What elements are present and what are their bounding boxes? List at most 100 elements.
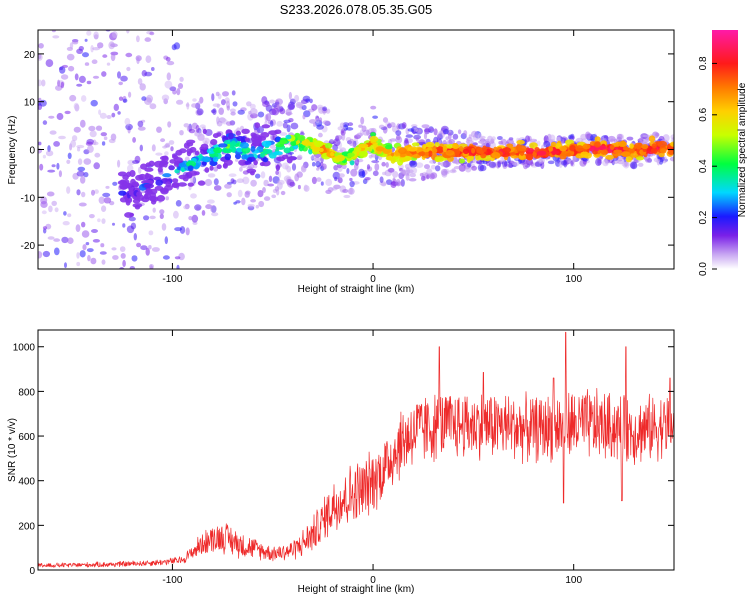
spectral-point xyxy=(107,280,111,286)
spectral-point xyxy=(415,137,420,142)
spectral-point xyxy=(212,156,219,162)
spectral-point xyxy=(600,149,608,155)
spectral-point xyxy=(516,139,525,145)
spectral-point xyxy=(207,173,216,178)
snr-x-ticks: -100 0 100 xyxy=(162,330,582,586)
spectral-point xyxy=(47,169,56,173)
spectral-point xyxy=(262,101,270,108)
spectral-point xyxy=(255,204,259,209)
spectral-point xyxy=(311,104,318,111)
spectral-point xyxy=(401,168,406,175)
spectral-point xyxy=(76,170,85,177)
spectral-point xyxy=(271,194,277,199)
spectral-point xyxy=(237,189,243,198)
spectral-point xyxy=(457,129,462,135)
spectral-point xyxy=(667,150,674,155)
spectral-point xyxy=(90,45,94,53)
snr-frame xyxy=(37,329,675,571)
spectral-point xyxy=(228,173,237,177)
spectral-point xyxy=(226,121,233,126)
spectral-point xyxy=(322,106,327,112)
spectral-point xyxy=(313,140,324,148)
spectral-point xyxy=(609,144,615,150)
spectral-point xyxy=(201,157,211,162)
spectral-point xyxy=(137,78,143,85)
spectral-point xyxy=(491,152,501,159)
spectral-point xyxy=(216,116,220,124)
spectral-point xyxy=(213,185,222,191)
spectral-point xyxy=(172,89,177,95)
spectral-point xyxy=(89,19,96,27)
spectral-point xyxy=(137,166,142,174)
spectral-point xyxy=(128,216,136,222)
spectrogram-y-ticks: -20 -10 0 10 20 xyxy=(21,50,674,252)
spectral-point xyxy=(196,108,204,116)
spectral-point xyxy=(135,174,144,181)
spectral-point xyxy=(434,142,440,147)
spectral-point xyxy=(622,146,629,151)
spectral-point xyxy=(117,171,127,177)
spectral-point xyxy=(102,54,108,58)
spectral-point xyxy=(50,8,55,13)
spectral-point xyxy=(63,211,67,216)
spectral-point xyxy=(117,159,121,168)
spectral-point xyxy=(452,133,459,140)
spectral-point xyxy=(67,152,72,159)
spectral-point xyxy=(132,137,137,143)
spectral-point xyxy=(621,151,630,158)
y-tick-label: -20 xyxy=(21,241,36,252)
spectral-point xyxy=(77,146,81,152)
spectral-point xyxy=(124,212,134,218)
spectral-point xyxy=(477,132,483,141)
spectral-point xyxy=(251,139,262,144)
spectral-point xyxy=(86,80,92,85)
spectral-point xyxy=(502,147,512,153)
spectral-point xyxy=(310,144,316,150)
spectral-point xyxy=(256,126,264,134)
spectral-point xyxy=(335,154,346,162)
spectral-point xyxy=(360,116,365,125)
spectral-point xyxy=(575,145,584,152)
spectral-point xyxy=(141,70,147,77)
spectral-point xyxy=(168,165,175,171)
spectral-point xyxy=(78,46,85,51)
spectral-point xyxy=(426,168,433,176)
spectral-point xyxy=(320,181,324,186)
spectral-point xyxy=(297,135,306,142)
spectral-point xyxy=(390,156,396,164)
spectral-point xyxy=(66,53,75,61)
spectral-point xyxy=(506,139,514,145)
spectral-point xyxy=(155,179,163,186)
spectral-point xyxy=(200,148,208,155)
spectral-point xyxy=(605,154,614,160)
spectral-point xyxy=(144,183,154,189)
spectral-point xyxy=(94,152,101,158)
spectral-point xyxy=(93,162,100,170)
spectral-point xyxy=(294,173,300,182)
spectral-point xyxy=(413,127,418,132)
colorbar-tick-label: 0.0 xyxy=(698,262,709,276)
spectral-point xyxy=(51,164,56,168)
spectral-point xyxy=(420,175,426,182)
spectral-point xyxy=(141,190,146,194)
spectral-point xyxy=(236,135,245,142)
spectral-point xyxy=(282,122,288,129)
spectral-point xyxy=(302,114,306,120)
spectral-point xyxy=(285,108,292,116)
spectral-point xyxy=(149,264,154,269)
spectral-point xyxy=(159,213,164,219)
spectral-point xyxy=(76,252,80,259)
spectral-point xyxy=(118,267,125,269)
x-tick-label: 100 xyxy=(565,274,582,285)
spectral-point xyxy=(482,145,487,153)
spectral-point xyxy=(565,152,572,157)
spectral-point xyxy=(179,76,184,82)
spectral-point xyxy=(276,188,280,196)
spectral-point xyxy=(60,16,64,20)
spectral-point xyxy=(648,135,656,143)
spectral-point xyxy=(370,132,376,137)
spectral-point xyxy=(175,149,183,156)
spectral-point xyxy=(427,173,431,179)
spectral-point xyxy=(194,150,200,156)
spectral-point xyxy=(405,127,410,135)
